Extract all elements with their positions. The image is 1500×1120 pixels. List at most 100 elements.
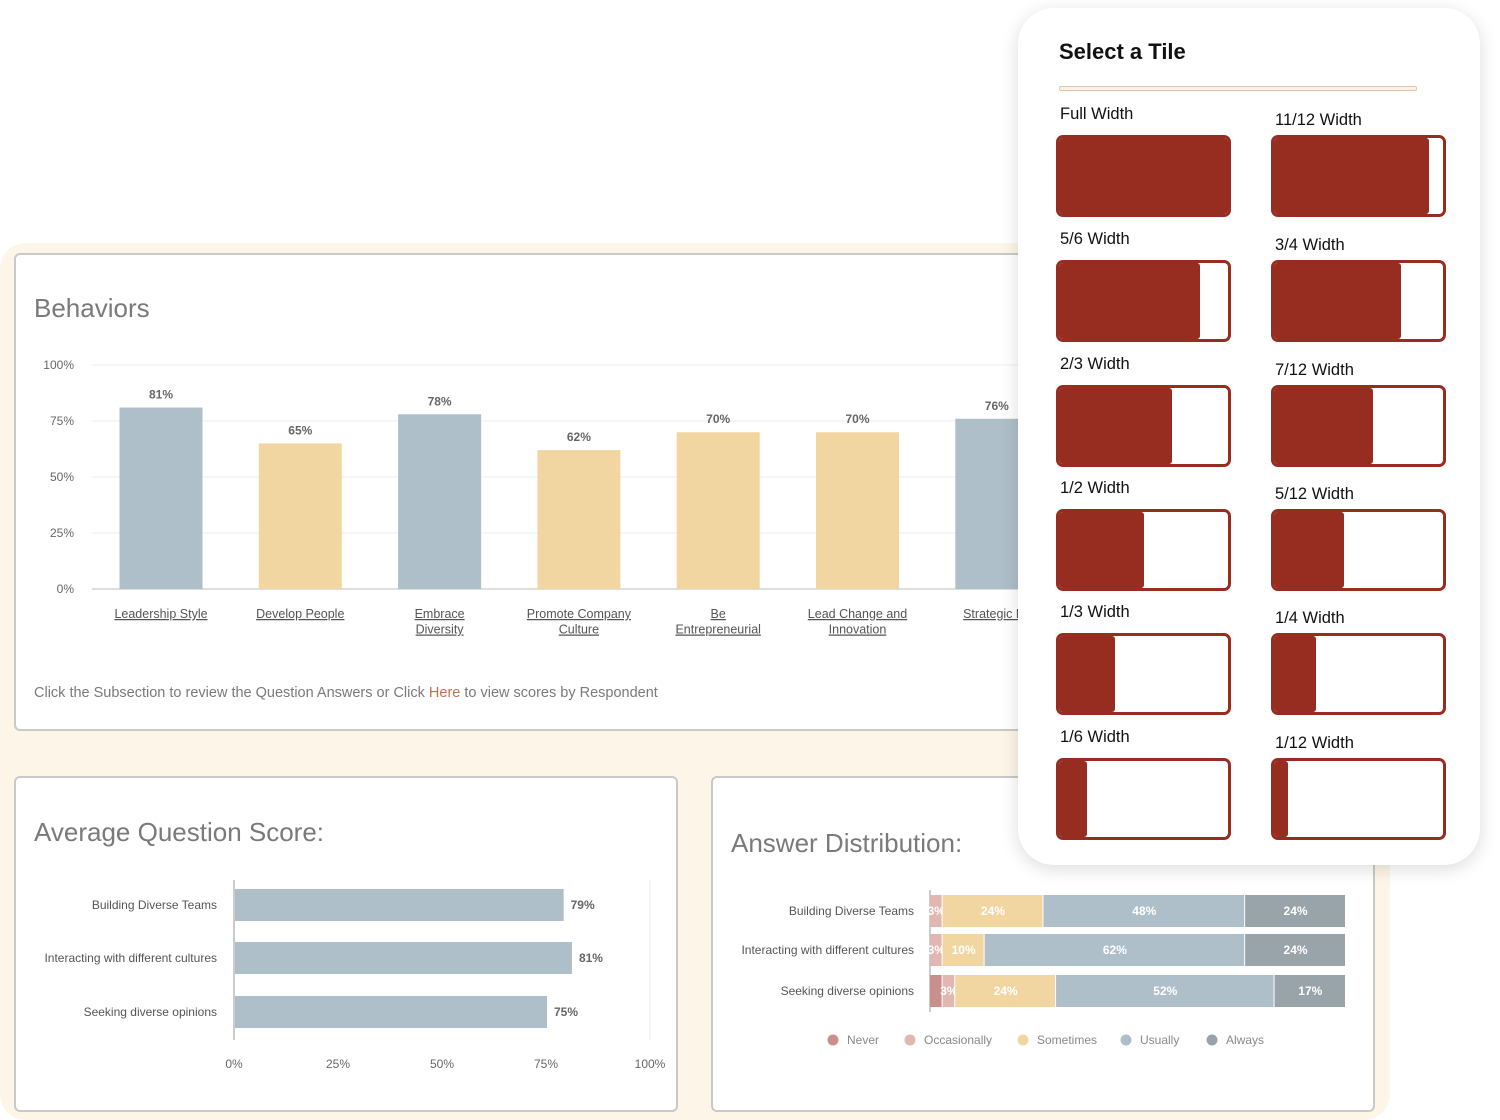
behaviors-title: Behaviors xyxy=(34,293,150,323)
bar-lead-change-and-innovation[interactable] xyxy=(816,432,899,589)
tile-selector-divider xyxy=(1059,86,1417,91)
segment-label: 3% xyxy=(940,984,958,998)
tile-option-1-2-width[interactable] xyxy=(1056,509,1231,591)
row-label: Interacting with different cultures xyxy=(44,951,217,965)
tile-option-full-width[interactable] xyxy=(1056,135,1231,217)
segment-sometimes[interactable] xyxy=(942,934,984,966)
tile-label-1-3-width: 1/3 Width xyxy=(1060,603,1130,621)
legend-marker-always xyxy=(1206,1034,1218,1046)
tile-option-11-12-width[interactable] xyxy=(1271,135,1446,217)
segment-label: 24% xyxy=(1284,943,1308,957)
x-tick-label: 50% xyxy=(430,1057,454,1071)
category-link-leadership-style[interactable]: Leadership Style xyxy=(114,607,207,621)
category-link-promote-company-culture[interactable]: Promote Company Culture xyxy=(527,607,632,637)
average-score-title: Average Question Score: xyxy=(34,817,325,847)
legend-marker-sometimes xyxy=(1017,1034,1029,1046)
tile-option-3-4-width[interactable] xyxy=(1271,260,1446,342)
segment-always[interactable] xyxy=(1274,975,1345,1007)
legend-label-usually[interactable]: Usually xyxy=(1140,1033,1179,1047)
tile-fill xyxy=(1274,512,1345,588)
tile-option-1-6-width[interactable] xyxy=(1056,758,1231,840)
segment-usually[interactable] xyxy=(1056,975,1274,1007)
tile-option-1-4-width[interactable] xyxy=(1271,633,1446,715)
bar-value-label: 70% xyxy=(845,412,869,426)
tile-fill xyxy=(1059,388,1172,464)
segment-label: 24% xyxy=(994,984,1018,998)
y-tick-label: 0% xyxy=(57,582,75,596)
footer-text-before: Click the Subsection to review the Quest… xyxy=(34,685,425,701)
bar-be-entrepreneurial[interactable] xyxy=(676,432,760,589)
segment-sometimes[interactable] xyxy=(942,895,1043,927)
y-tick-label: 75% xyxy=(50,414,74,428)
category-link-develop-people[interactable]: Develop People xyxy=(256,607,344,621)
segment-label: 10% xyxy=(952,943,976,957)
category-link-strategic-fo[interactable]: Strategic Fo xyxy=(963,607,1030,621)
segment-usually[interactable] xyxy=(984,934,1245,966)
bar-embrace-diversity[interactable] xyxy=(398,414,482,589)
legend-marker-occasionally xyxy=(904,1034,916,1046)
tile-label-5-6-width: 5/6 Width xyxy=(1060,230,1130,248)
bar-promote-company-culture[interactable] xyxy=(537,450,621,589)
segment-usually[interactable] xyxy=(1043,895,1245,927)
segment-label: 3% xyxy=(928,904,946,918)
legend-label-occasionally[interactable]: Occasionally xyxy=(924,1033,992,1047)
segment-occasionally[interactable] xyxy=(942,975,955,1007)
tile-option-7-12-width[interactable] xyxy=(1271,385,1446,467)
tile-fill xyxy=(1059,263,1200,339)
tile-option-1-3-width[interactable] xyxy=(1056,633,1231,715)
legend-label-sometimes[interactable]: Sometimes xyxy=(1037,1033,1097,1047)
bar-value-label: 70% xyxy=(706,412,730,426)
tile-option-1-12-width[interactable] xyxy=(1271,758,1446,840)
respondent-scores-link[interactable]: Here xyxy=(428,685,461,701)
bar-value-label: 62% xyxy=(567,430,591,444)
tile-option-5-6-width[interactable] xyxy=(1056,260,1231,342)
footer-text-after: to view scores by Respondent xyxy=(464,685,658,701)
tile-option-5-12-width[interactable] xyxy=(1271,509,1446,591)
legend-label-always[interactable]: Always xyxy=(1226,1033,1264,1047)
behaviors-bar-chart: 100% 75% 50% 25% 0% 81% Leadership Style 65% Dev… xyxy=(43,358,1112,637)
segment-sometimes[interactable] xyxy=(955,975,1056,1007)
tile-label-full-width: Full Width xyxy=(1060,105,1134,123)
category-link-embrace-diversity[interactable]: Embrace Diversity xyxy=(415,607,465,637)
tile-fill xyxy=(1274,388,1373,464)
segment-label: 62% xyxy=(1103,943,1127,957)
tile-label-1-4-width: 1/4 Width xyxy=(1275,609,1345,627)
segment-label: 52% xyxy=(1153,984,1177,998)
tile-fill xyxy=(1274,138,1429,214)
category-link-lead-change-and-innovation[interactable]: Lead Change and Innovation xyxy=(808,607,907,637)
row-label: Seeking diverse opinions xyxy=(84,1005,217,1019)
score-bar-building-diverse-teams[interactable] xyxy=(235,889,564,921)
segment-always[interactable] xyxy=(1245,895,1345,927)
bar-develop-people[interactable] xyxy=(258,443,342,589)
tile-label-1-2-width: 1/2 Width xyxy=(1060,479,1130,497)
behaviors-card: Behaviors 100% 75% 50% 25% 0% 81% Leadership S… xyxy=(14,253,1114,731)
segment-label: 24% xyxy=(1284,904,1308,918)
bar-value-label: 78% xyxy=(428,394,452,408)
average-score-chart: 0% 25% 50% 75% 100% Building Diverse Teams 79%… xyxy=(44,880,666,1071)
segment-occasionally[interactable] xyxy=(930,895,942,927)
segment-occasionally[interactable] xyxy=(930,934,942,966)
legend-label-never[interactable]: Never xyxy=(847,1033,879,1047)
bar-leadership-style[interactable] xyxy=(119,407,203,589)
tile-fill xyxy=(1059,761,1088,837)
segment-label: 17% xyxy=(1298,984,1322,998)
score-bar-seeking-diverse-opinions[interactable] xyxy=(235,996,547,1028)
tile-label-7-12-width: 7/12 Width xyxy=(1275,361,1354,379)
x-tick-label: 100% xyxy=(635,1057,666,1071)
tile-label-11-12-width: 11/12 Width xyxy=(1275,111,1362,129)
segment-never[interactable] xyxy=(930,975,942,1007)
answer-distribution-chart: Building Diverse Teams 3% 24% 48% 24% Interac… xyxy=(741,890,1345,1047)
tile-fill xyxy=(1059,636,1116,712)
category-link-be-entrepreneurial[interactable]: Be Entrepreneurial xyxy=(675,607,760,637)
tile-option-2-3-width[interactable] xyxy=(1056,385,1231,467)
tile-fill xyxy=(1274,636,1317,712)
row-label: Seeking diverse opinions xyxy=(781,984,914,998)
x-tick-label: 25% xyxy=(326,1057,350,1071)
score-value-label: 75% xyxy=(554,1005,578,1019)
tile-label-3-4-width: 3/4 Width xyxy=(1275,236,1345,254)
segment-always[interactable] xyxy=(1245,934,1345,966)
tile-fill xyxy=(1274,761,1289,837)
average-score-card: Average Question Score: 0% 25% 50% 75% 100% B… xyxy=(14,776,678,1112)
score-bar-interacting-with-different-cultures[interactable] xyxy=(235,942,572,974)
answer-distribution-title: Answer Distribution: xyxy=(731,828,963,858)
